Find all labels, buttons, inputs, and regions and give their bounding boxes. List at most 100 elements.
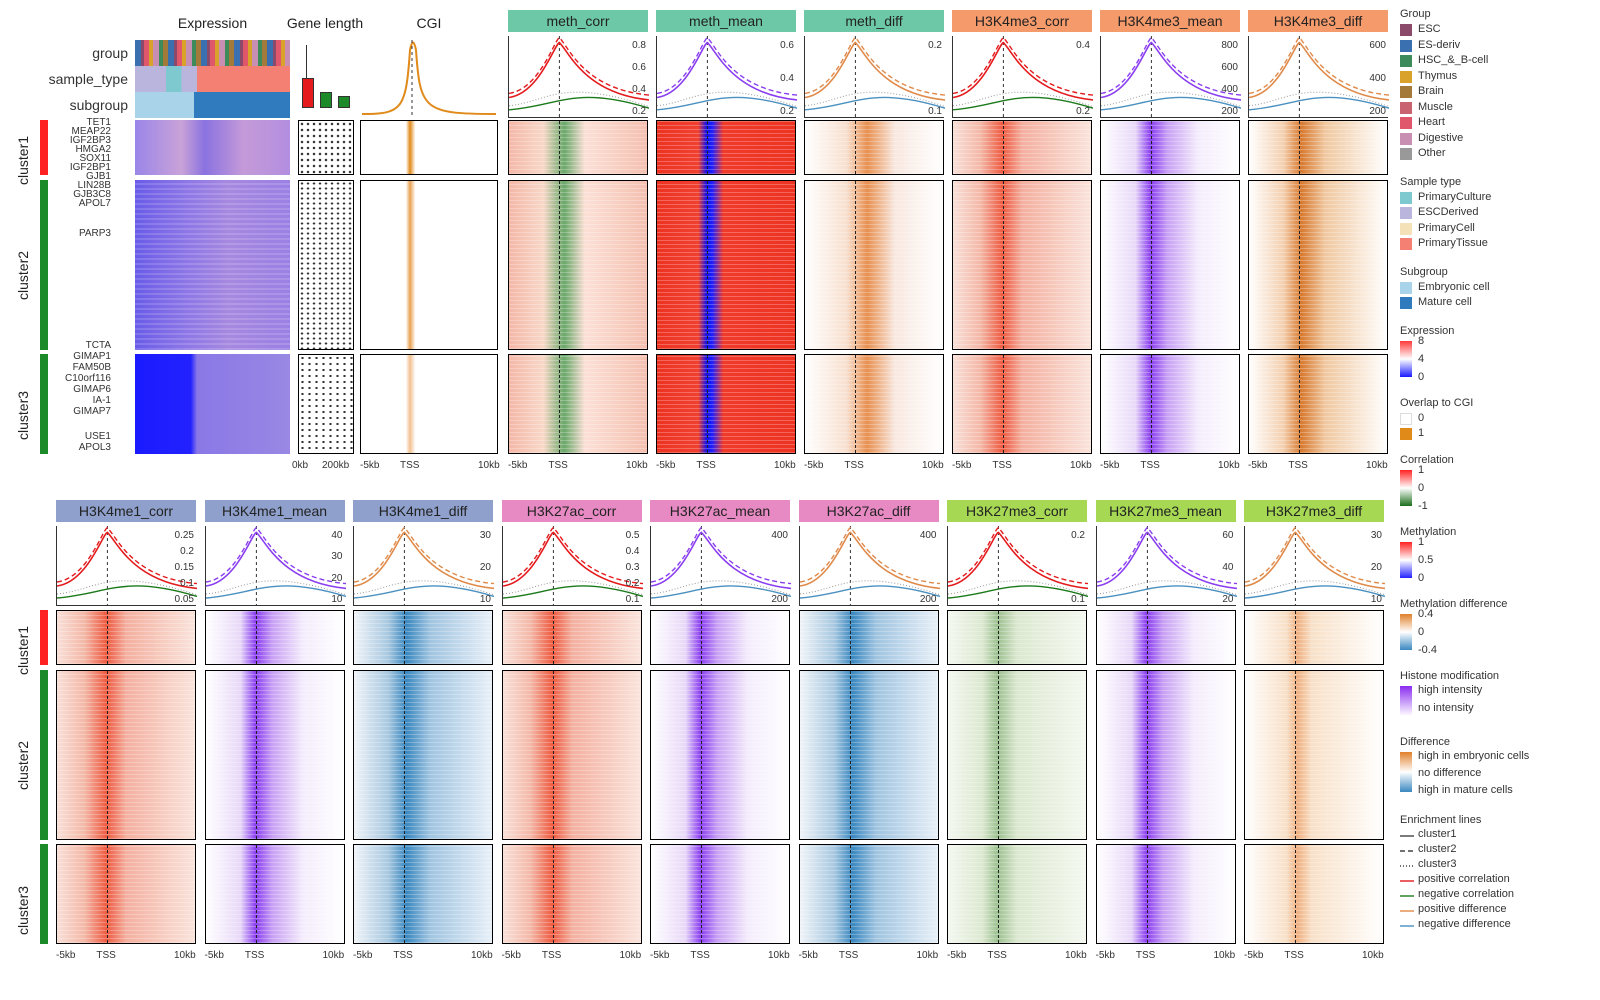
- legend-title: Methylation difference: [1400, 597, 1508, 610]
- y-tick: 200: [771, 594, 788, 605]
- gene-label: PARP3: [78, 228, 111, 239]
- heatmap-h3k4me1-mean-cluster2: [204, 670, 345, 840]
- y-tick: 600: [1221, 62, 1238, 73]
- legend-title: Difference: [1400, 735, 1450, 748]
- x-tick: -5kb: [656, 460, 676, 471]
- gene-labels-cluster3: TCTA GIMAP1 FAM50B C10orf116 GIMAP6 IA-1…: [55, 340, 111, 453]
- legend-title: Expression: [1400, 324, 1455, 337]
- track-header-h3k27me3-mean: H3K27me3_mean: [1095, 500, 1236, 522]
- heatmap-h3k27ac-corr-cluster3: [501, 844, 642, 944]
- legend-item: negative correlation: [1418, 887, 1515, 900]
- gene-label: APOL3: [78, 442, 111, 453]
- heatmap-h3k4me1-corr-cluster1: [56, 610, 196, 665]
- expression-heatmap-cluster3: [135, 354, 290, 454]
- legend-line-swatch: [1400, 907, 1414, 915]
- track-header-h3k27me3-diff: H3K27me3_diff: [1244, 500, 1384, 522]
- x-tick: TSS: [393, 950, 413, 961]
- gene-label: MEAP22: [71, 126, 111, 137]
- legend-swatch: [1400, 86, 1412, 98]
- cluster2-side-bar: [40, 180, 48, 350]
- legend-item: no intensity: [1418, 701, 1474, 714]
- legend-item: positive difference: [1418, 902, 1507, 915]
- enrichment-line-plot: [798, 526, 940, 606]
- y-tick: 0.2: [1071, 530, 1085, 541]
- expression-title: Expression: [177, 15, 248, 31]
- legend-tick: 0: [1418, 481, 1425, 494]
- x-tick: -5kb: [650, 950, 670, 961]
- heatmap-h3k4me3-corr-cluster2: [952, 180, 1092, 350]
- track-header-h3k4me1-mean: H3K4me1_mean: [204, 500, 345, 522]
- legend-item: Thymus: [1418, 69, 1458, 82]
- gene-label: SOX11: [79, 153, 112, 164]
- cluster1-side-bar: [40, 120, 48, 175]
- heatmap-meth-diff-cluster1: [804, 120, 944, 175]
- y-tick: 20: [1370, 562, 1382, 573]
- x-tick: 10kb: [922, 460, 944, 471]
- annotation-label-subgroup: subgroup: [69, 97, 128, 113]
- y-tick: 0.4: [625, 546, 640, 557]
- heatmap-h3k27me3-corr-cluster1: [947, 610, 1087, 665]
- heatmap-h3k4me3-corr-cluster3: [952, 354, 1092, 454]
- x-tick: TSS: [1288, 460, 1308, 471]
- enrichment-line-plot: [501, 526, 643, 606]
- gene-length-boxplot: [298, 40, 354, 118]
- track-header-h3k27ac-mean: H3K27ac_mean: [650, 500, 790, 522]
- track-header-meth-mean: meth_mean: [656, 10, 796, 32]
- heatmap-h3k4me3-mean-cluster1: [1100, 120, 1240, 175]
- legend-tick: 0: [1418, 411, 1425, 424]
- legend-colorbar: [1400, 685, 1412, 716]
- track-header-h3k4me3-mean: H3K4me3_mean: [1100, 10, 1240, 32]
- y-tick: 0.15: [174, 562, 194, 573]
- y-tick: 30: [331, 551, 343, 563]
- legend-swatch: [1400, 132, 1412, 145]
- legend-line-swatch: [1400, 862, 1414, 870]
- heatmap-meth-corr-cluster1: [508, 120, 648, 175]
- track-header-h3k4me3-corr: H3K4me3_corr: [952, 10, 1092, 32]
- legend-item: cluster1: [1418, 827, 1457, 840]
- y-tick: 200: [1369, 106, 1386, 117]
- x-tick: TSS: [96, 950, 116, 961]
- gene-label: C10orf116: [65, 373, 111, 384]
- legend-item: Mature cell: [1418, 296, 1472, 308]
- y-tick: 0.4: [632, 84, 646, 95]
- cluster1-side-bar-bottom: [40, 610, 48, 665]
- legend-line-swatch: [1400, 877, 1414, 885]
- sample-type-annotation-bar: [135, 66, 290, 92]
- cgi-panel-cluster2: [360, 180, 498, 350]
- enrichment-line-plot: [947, 526, 1088, 606]
- legend-item: negative difference: [1418, 917, 1511, 930]
- x-tick: TSS: [548, 460, 568, 471]
- legend-tick: 0: [1418, 625, 1425, 638]
- cluster3-label: cluster3: [15, 390, 31, 440]
- legend-swatch: [1400, 412, 1412, 425]
- legend-tick: -1: [1418, 499, 1428, 512]
- track-header-h3k27ac-diff: H3K27ac_diff: [798, 500, 939, 522]
- heatmap-h3k27me3-corr-cluster3: [947, 844, 1087, 944]
- legend-tick: 0.4: [1418, 607, 1434, 620]
- x-tick: 10kb: [471, 950, 493, 961]
- y-tick: 0.4: [780, 73, 794, 84]
- x-tick: -5kb: [353, 950, 373, 961]
- expression-heatmap-cluster2: [135, 180, 290, 350]
- x-tick: 10kb: [1362, 950, 1384, 961]
- cluster2-label: cluster2: [15, 250, 31, 300]
- legend-swatch: [1400, 55, 1412, 67]
- enrichment-line-plot: [204, 526, 346, 606]
- x-tick: TSS: [400, 460, 420, 471]
- heatmap-meth-mean-cluster1: [656, 120, 796, 175]
- y-tick: 20: [331, 572, 343, 584]
- track-header-h3k4me1-corr: H3K4me1_corr: [56, 500, 196, 522]
- legend-item: PrimaryCell: [1418, 221, 1475, 234]
- x-tick: TSS: [987, 950, 1007, 961]
- y-tick: 0.2: [1076, 106, 1090, 117]
- enrichment-line-plot: [656, 36, 797, 118]
- gene-length-panel-cluster1: [298, 120, 354, 175]
- y-tick: 10: [479, 594, 491, 605]
- heatmap-h3k4me3-diff-cluster2: [1248, 180, 1388, 350]
- heatmap-meth-diff-cluster3: [804, 354, 944, 454]
- track-header-h3k4me1-diff: H3K4me1_diff: [353, 500, 493, 522]
- x-tick: 10kb: [1213, 950, 1236, 961]
- heatmap-h3k4me1-diff-cluster3: [353, 844, 493, 944]
- heatmap-h3k4me3-diff-cluster1: [1248, 120, 1388, 175]
- gene-label: FAM50B: [72, 362, 111, 373]
